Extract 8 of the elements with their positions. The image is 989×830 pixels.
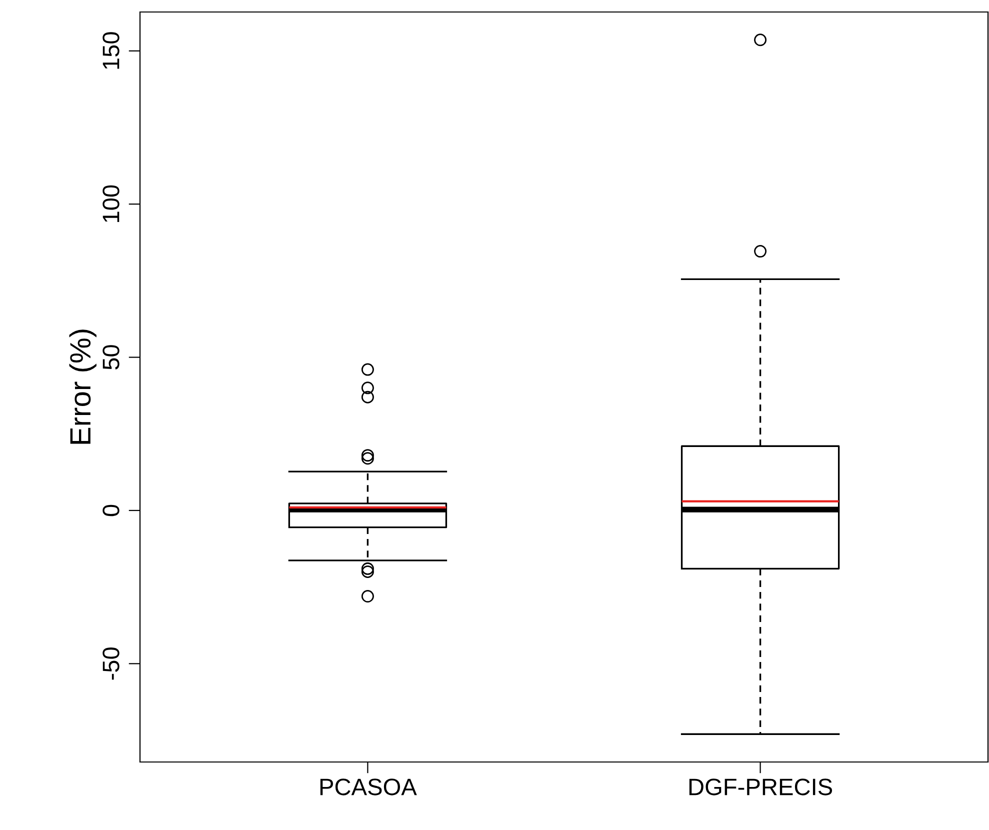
y-tick-label: -50 <box>102 648 120 680</box>
y-axis-title: Error (%) <box>69 330 96 444</box>
x-tick-label: PCASOA <box>320 778 417 796</box>
x-tick-label: DGF-PRECIS <box>689 778 832 796</box>
y-tick-label: 50 <box>102 345 120 370</box>
y-tick-label: 150 <box>102 32 120 69</box>
y-tick-label: 100 <box>102 185 120 222</box>
y-tick-label: 0 <box>102 504 120 516</box>
